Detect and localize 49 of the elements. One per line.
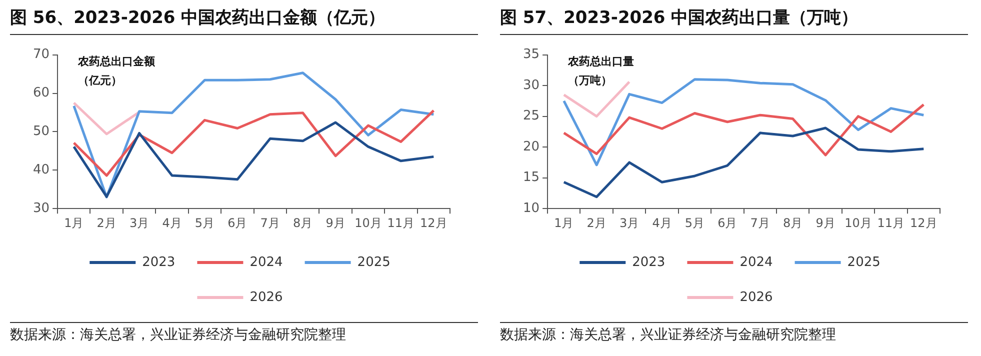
y-tick-label: 30 — [522, 78, 540, 93]
y-tick-label: 20 — [522, 139, 540, 154]
legend-label: 2026 — [250, 290, 283, 305]
x-tick-label: 4月 — [652, 216, 672, 230]
y-tick-label: 70 — [32, 47, 50, 62]
legend-label: 2023 — [142, 254, 176, 270]
y-axis-title: 农药总出口量（万吨） — [568, 54, 635, 89]
chart-title: 图 56、2023-2026 中国农药出口金额（亿元） — [10, 6, 478, 35]
x-tick-label: 9月 — [816, 216, 836, 230]
legend-label: 2025 — [847, 254, 880, 270]
source-note: 数据来源：海关总署，兴业证券经济与金融研究院整理 — [500, 322, 968, 344]
x-tick-label: 3月 — [619, 216, 640, 230]
y-tick-label: 30 — [32, 200, 50, 216]
legend-label: 2024 — [250, 254, 283, 270]
y-axis-title: 农药总出口金额（亿元） — [78, 54, 156, 89]
legend-label: 2024 — [740, 254, 773, 270]
y-tick-label: 35 — [522, 47, 540, 62]
y-tick-label: 25 — [522, 108, 540, 124]
x-tick-label: 7月 — [750, 216, 770, 230]
x-tick-label: 10月 — [844, 216, 872, 230]
x-tick-label: 2月 — [96, 216, 116, 230]
x-tick-label: 1月 — [554, 216, 574, 230]
x-tick-label: 11月 — [877, 216, 905, 230]
x-tick-label: 10月 — [354, 216, 382, 230]
y-tick-label: 10 — [522, 200, 540, 216]
x-tick-label: 2月 — [586, 216, 606, 230]
legend-label: 2026 — [740, 290, 773, 305]
x-tick-label: 8月 — [783, 216, 803, 230]
x-tick-label: 5月 — [684, 216, 705, 230]
x-tick-label: 1月 — [64, 216, 84, 230]
x-tick-label: 6月 — [228, 216, 248, 230]
y-tick-label: 60 — [32, 86, 50, 101]
y-tick-label: 40 — [32, 162, 50, 178]
y-tick-label: 15 — [522, 170, 540, 186]
legend-label: 2023 — [632, 254, 666, 270]
source-note: 数据来源：海关总署，兴业证券经济与金融研究院整理 — [10, 322, 478, 344]
x-tick-label: 3月 — [129, 216, 150, 230]
x-tick-label: 11月 — [387, 216, 415, 230]
x-tick-label: 12月 — [910, 216, 938, 230]
x-tick-label: 9月 — [326, 216, 346, 230]
x-tick-label: 7月 — [260, 216, 280, 230]
x-tick-label: 8月 — [293, 216, 313, 230]
x-tick-label: 5月 — [194, 216, 215, 230]
y-tick-label: 50 — [32, 124, 50, 140]
legend-label: 2025 — [357, 254, 390, 270]
x-tick-label: 12月 — [420, 216, 448, 230]
x-tick-label: 6月 — [718, 216, 738, 230]
chart-title: 图 57、2023-2026 中国农药出口量（万吨） — [500, 6, 968, 35]
x-tick-label: 4月 — [162, 216, 182, 230]
